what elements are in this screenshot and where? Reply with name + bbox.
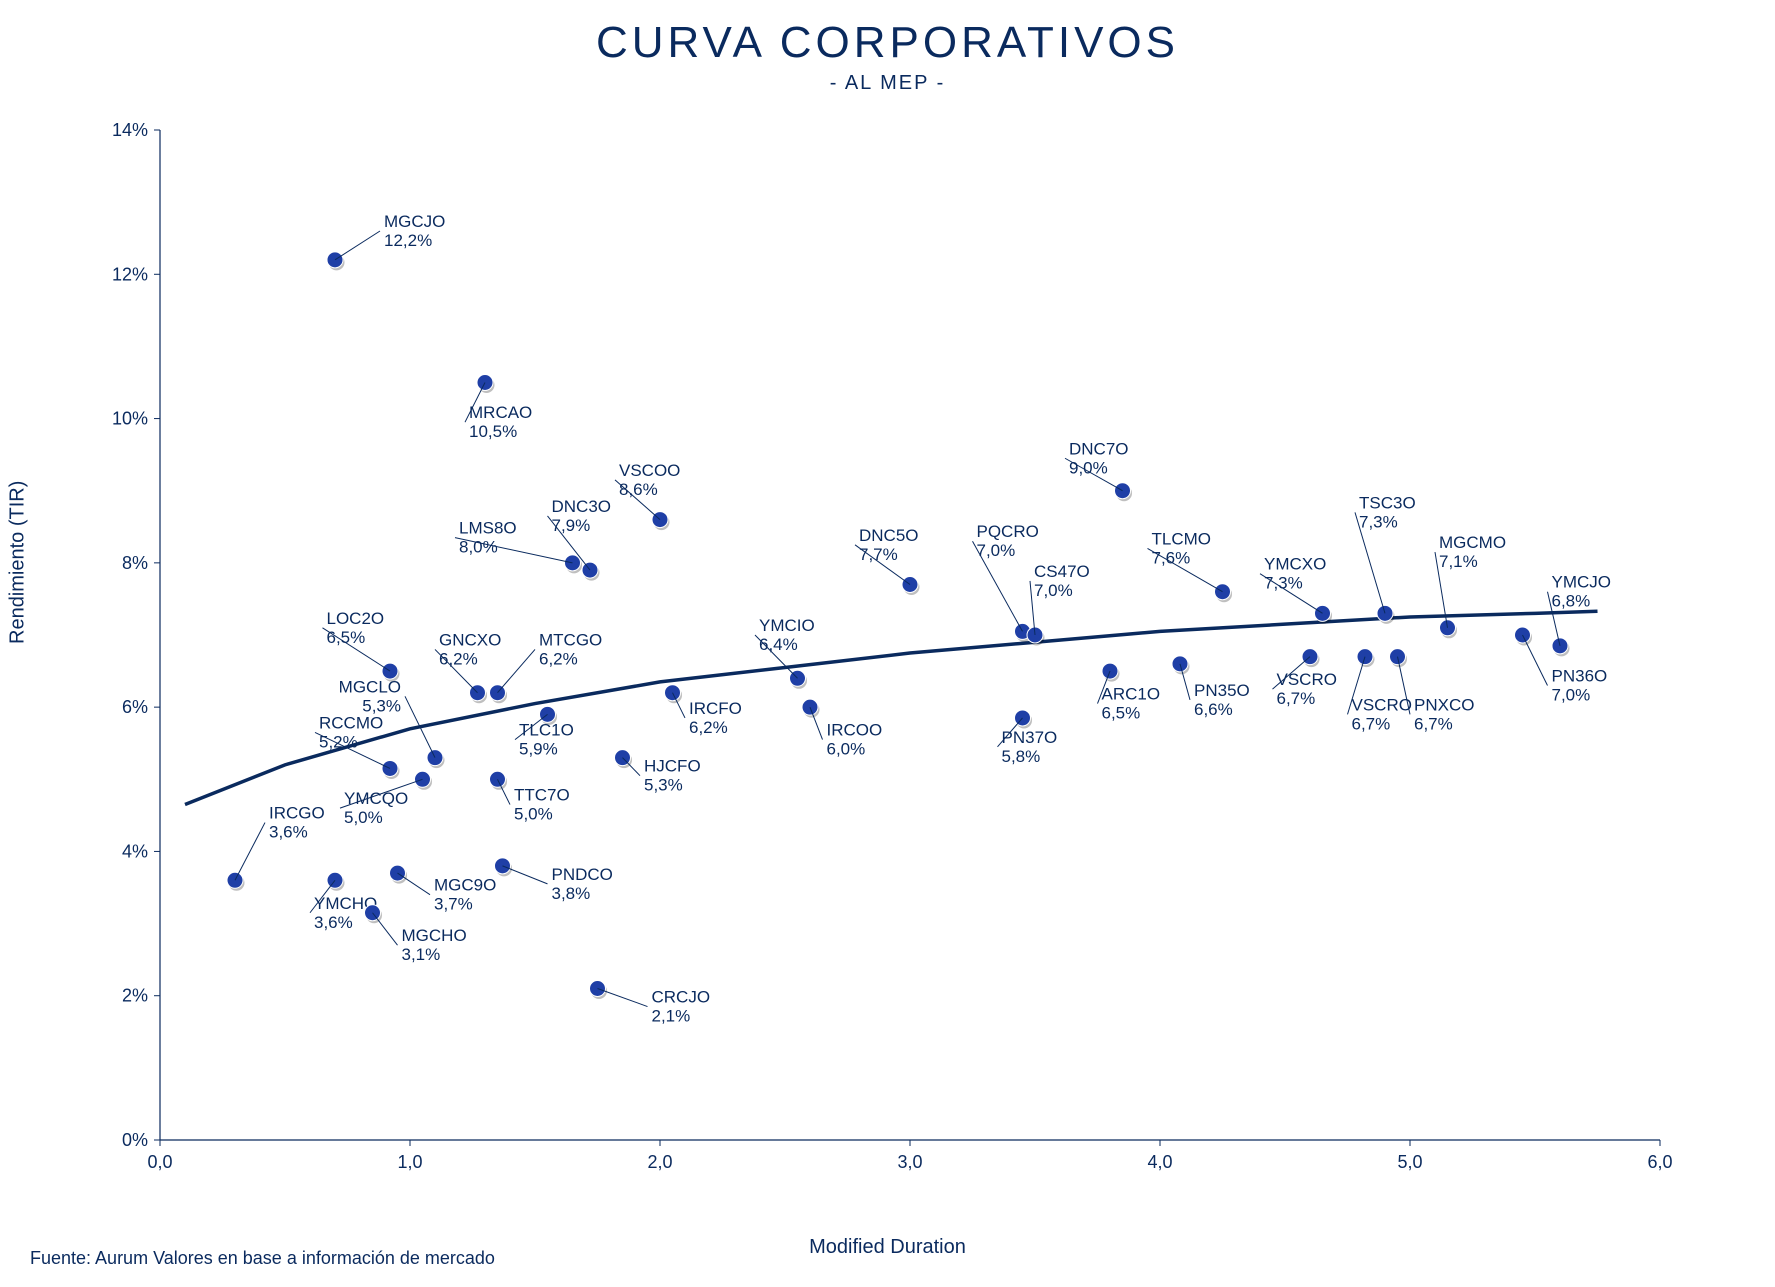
svg-text:VSCRO6,7%: VSCRO6,7% (1352, 695, 1412, 733)
svg-text:DNC5O7,7%: DNC5O7,7% (859, 526, 919, 564)
svg-text:8%: 8% (122, 553, 148, 573)
svg-text:YMCIO6,4%: YMCIO6,4% (759, 616, 815, 654)
svg-text:YMCXO7,3%: YMCXO7,3% (1264, 555, 1326, 593)
svg-text:CS47O7,0%: CS47O7,0% (1034, 562, 1090, 600)
svg-text:ARC1O6,5%: ARC1O6,5% (1102, 685, 1161, 723)
svg-text:MGC9O3,7%: MGC9O3,7% (434, 876, 496, 914)
svg-text:TTC7O5,0%: TTC7O5,0% (514, 786, 570, 824)
chart-container: CURVA CORPORATIVOS - AL MEP - Rendimient… (0, 0, 1775, 1287)
svg-text:IRCFO6,2%: IRCFO6,2% (689, 699, 742, 737)
svg-text:IRCGO3,6%: IRCGO3,6% (269, 804, 325, 842)
svg-text:4%: 4% (122, 841, 148, 861)
chart-title: CURVA CORPORATIVOS (0, 18, 1775, 68)
svg-text:PN35O6,6%: PN35O6,6% (1194, 681, 1250, 719)
svg-text:GNCXO6,2%: GNCXO6,2% (439, 630, 501, 668)
plot-area: 0% 2% 4% 6% 8% 10% 12% 14% 0,0 1,0 2,0 3,0 4,0 5,0 6,0… (110, 120, 1690, 1200)
source-footnote: Fuente: Aurum Valores en base a informac… (30, 1248, 495, 1269)
svg-text:DNC7O9,0%: DNC7O9,0% (1069, 439, 1129, 477)
svg-text:2,0: 2,0 (647, 1152, 672, 1172)
svg-text:6,0: 6,0 (1647, 1152, 1672, 1172)
svg-text:TSC3O7,3%: TSC3O7,3% (1359, 493, 1416, 531)
scatter-svg: 0% 2% 4% 6% 8% 10% 12% 14% 0,0 1,0 2,0 3,0 4,0 5,0 6,0… (110, 120, 1690, 1200)
svg-text:10%: 10% (112, 409, 148, 429)
svg-text:PQCRO7,0%: PQCRO7,0% (977, 522, 1039, 560)
svg-text:IRCOO6,0%: IRCOO6,0% (827, 721, 883, 759)
svg-text:VSCOO8,6%: VSCOO8,6% (619, 461, 680, 499)
svg-text:YMCJO6,8%: YMCJO6,8% (1552, 573, 1612, 611)
svg-text:0,0: 0,0 (147, 1152, 172, 1172)
svg-text:MRCAO10,5%: MRCAO10,5% (469, 403, 532, 441)
svg-text:5,0: 5,0 (1397, 1152, 1422, 1172)
svg-text:2%: 2% (122, 986, 148, 1006)
svg-text:CRCJO2,1%: CRCJO2,1% (652, 988, 711, 1026)
svg-text:4,0: 4,0 (1147, 1152, 1172, 1172)
svg-text:3,0: 3,0 (897, 1152, 922, 1172)
svg-text:DNC3O7,9%: DNC3O7,9% (552, 497, 612, 535)
svg-text:LMS8O8,0%: LMS8O8,0% (459, 519, 517, 557)
svg-text:PNDCO3,8%: PNDCO3,8% (552, 865, 613, 903)
svg-text:RCCMO5,2%: RCCMO5,2% (319, 713, 383, 751)
svg-text:TLCMO7,6%: TLCMO7,6% (1152, 529, 1212, 567)
chart-subtitle: - AL MEP - (0, 72, 1775, 95)
svg-text:YMCQO5,0%: YMCQO5,0% (344, 789, 408, 827)
svg-text:MGCMO7,1%: MGCMO7,1% (1439, 533, 1506, 571)
svg-text:HJCFO5,3%: HJCFO5,3% (644, 757, 701, 795)
svg-text:MGCHO3,1%: MGCHO3,1% (402, 926, 467, 964)
svg-text:MGCJO12,2%: MGCJO12,2% (384, 212, 445, 250)
svg-text:PN37O5,8%: PN37O5,8% (1002, 728, 1058, 766)
svg-text:PN36O7,0%: PN36O7,0% (1552, 667, 1608, 705)
svg-text:12%: 12% (112, 264, 148, 284)
svg-text:14%: 14% (112, 120, 148, 140)
y-axis-label: Rendimiento (TIR) (7, 480, 30, 643)
svg-text:PNXCO6,7%: PNXCO6,7% (1414, 695, 1474, 733)
svg-text:TLC1O5,9%: TLC1O5,9% (519, 721, 574, 759)
svg-text:6%: 6% (122, 697, 148, 717)
svg-text:LOC2O6,5%: LOC2O6,5% (327, 609, 385, 647)
svg-text:0%: 0% (122, 1130, 148, 1150)
svg-text:MTCGO6,2%: MTCGO6,2% (539, 630, 602, 668)
svg-text:MGCLO5,3%: MGCLO5,3% (339, 677, 401, 715)
svg-text:1,0: 1,0 (397, 1152, 422, 1172)
svg-text:VSCRO6,7%: VSCRO6,7% (1277, 670, 1337, 708)
